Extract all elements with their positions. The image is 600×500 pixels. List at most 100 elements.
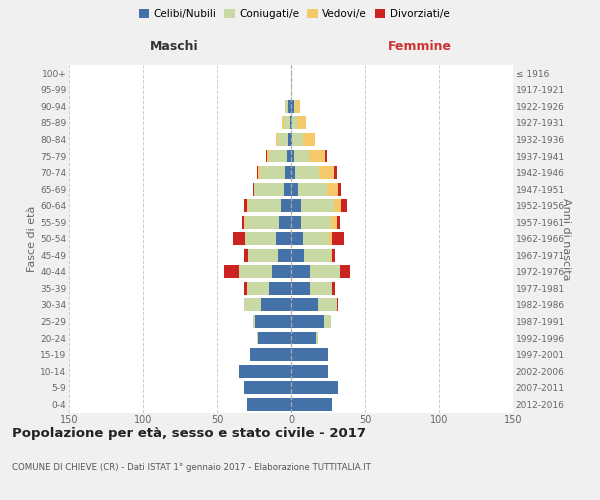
Bar <box>291 133 292 146</box>
Bar <box>291 266 310 278</box>
Bar <box>278 249 291 262</box>
Bar <box>259 166 260 179</box>
Bar <box>256 315 291 328</box>
Y-axis label: Anni di nascita: Anni di nascita <box>560 198 571 280</box>
Bar <box>323 315 331 328</box>
Bar <box>310 266 340 278</box>
Bar <box>244 216 245 228</box>
Bar <box>247 282 269 295</box>
Bar <box>281 199 291 212</box>
Bar <box>244 381 291 394</box>
Text: Femmine: Femmine <box>388 40 452 52</box>
Bar <box>295 166 319 179</box>
Bar <box>297 116 306 130</box>
Bar <box>303 133 314 146</box>
Bar <box>272 266 291 278</box>
Bar <box>298 182 326 196</box>
Bar <box>291 298 317 312</box>
Bar <box>242 216 244 228</box>
Bar <box>291 166 295 179</box>
Bar <box>239 364 291 378</box>
Bar <box>257 332 259 344</box>
Bar <box>268 150 269 162</box>
Bar <box>291 232 303 245</box>
Bar <box>244 298 262 312</box>
Text: Maschi: Maschi <box>149 40 199 52</box>
Bar <box>291 381 338 394</box>
Bar <box>291 182 298 196</box>
Y-axis label: Fasce di età: Fasce di età <box>27 206 37 272</box>
Bar <box>254 182 284 196</box>
Bar <box>291 84 292 96</box>
Bar <box>291 348 328 361</box>
Bar <box>292 116 297 130</box>
Bar <box>257 166 259 179</box>
Bar <box>245 216 279 228</box>
Bar <box>291 398 332 410</box>
Bar <box>291 116 292 130</box>
Bar <box>291 199 301 212</box>
Bar <box>337 298 338 312</box>
Bar <box>294 150 309 162</box>
Bar <box>284 116 290 130</box>
Bar <box>224 266 239 278</box>
Bar <box>248 249 278 262</box>
Bar <box>288 100 291 113</box>
Bar <box>253 182 254 196</box>
Bar <box>329 232 332 245</box>
Bar <box>288 133 291 146</box>
Bar <box>279 216 291 228</box>
Bar <box>317 298 337 312</box>
Bar <box>334 166 337 179</box>
Bar <box>301 216 331 228</box>
Bar <box>244 249 248 262</box>
Bar <box>295 100 300 113</box>
Bar <box>269 282 291 295</box>
Bar <box>276 133 278 146</box>
Bar <box>259 332 291 344</box>
Bar <box>332 232 344 245</box>
Bar <box>290 116 291 130</box>
Bar <box>266 150 268 162</box>
Bar <box>239 266 272 278</box>
Bar <box>284 182 291 196</box>
Bar <box>276 232 291 245</box>
Bar <box>304 249 331 262</box>
Bar <box>260 166 285 179</box>
Bar <box>291 332 316 344</box>
Bar <box>245 232 276 245</box>
Bar <box>262 298 291 312</box>
Bar <box>247 199 248 212</box>
Bar <box>285 100 288 113</box>
Bar <box>291 100 294 113</box>
Bar <box>337 216 340 228</box>
Legend: Celibi/Nubili, Coniugati/e, Vedovi/e, Divorziati/e: Celibi/Nubili, Coniugati/e, Vedovi/e, Di… <box>134 5 454 24</box>
Bar <box>301 199 334 212</box>
Bar <box>247 398 291 410</box>
Bar <box>325 150 326 162</box>
Bar <box>338 182 341 196</box>
Bar <box>331 249 332 262</box>
Bar <box>340 266 350 278</box>
Bar <box>278 133 288 146</box>
Bar <box>291 315 323 328</box>
Bar <box>233 232 245 245</box>
Text: COMUNE DI CHIEVE (CR) - Dati ISTAT 1° gennaio 2017 - Elaborazione TUTTITALIA.IT: COMUNE DI CHIEVE (CR) - Dati ISTAT 1° ge… <box>12 462 371 471</box>
Bar <box>282 116 284 130</box>
Bar <box>291 249 304 262</box>
Bar <box>294 100 295 113</box>
Bar <box>253 315 256 328</box>
Bar <box>309 150 325 162</box>
Bar <box>291 282 310 295</box>
Bar <box>332 249 335 262</box>
Bar <box>248 199 281 212</box>
Bar <box>326 182 338 196</box>
Bar <box>292 133 303 146</box>
Bar <box>269 150 287 162</box>
Bar <box>291 364 328 378</box>
Bar <box>334 199 341 212</box>
Bar <box>331 216 337 228</box>
Bar <box>250 348 291 361</box>
Bar <box>316 332 317 344</box>
Bar <box>303 232 329 245</box>
